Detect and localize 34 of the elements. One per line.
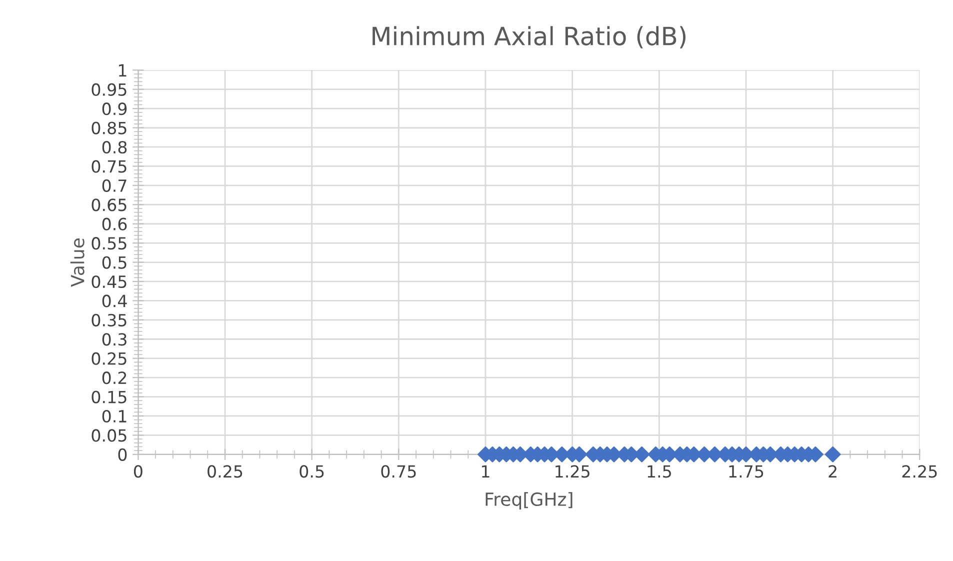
y-tick-label: 0.35 [92,314,126,326]
y-tick-label: 0.45 [92,275,126,288]
y-tick-label: 0.65 [92,198,126,212]
y-tick-label: 1 [118,64,126,76]
y-tick-label: 0.2 [102,372,126,384]
x-tick-label: 1.25 [556,465,590,478]
y-tick-label: 0.3 [102,333,126,346]
y-tick-label: 0.6 [102,218,127,230]
y-tick-label: 0.25 [92,352,126,365]
x-tick-label: 0.25 [208,465,242,478]
x-tick-label: 2.25 [902,465,937,478]
y-tick-label: 0.5 [102,256,126,269]
y-tick-label: 0.7 [102,179,126,192]
y-tick-label: 0 [118,448,127,461]
y-tick-label: 0.9 [102,102,127,116]
x-tick-label: 0.5 [300,465,324,478]
chart-title: Minimum Axial Ratio (dB) [372,26,686,48]
x-axis-title: Freq[GHz] [486,492,572,510]
x-tick-label: 1.75 [729,465,764,478]
y-tick-label: 0.55 [92,237,126,250]
y-tick-label: 0.05 [92,429,126,442]
y-tick-label: 0.95 [92,83,126,96]
y-tick-label: 0.4 [102,294,127,308]
y-tick-label: 0.15 [92,390,126,404]
y-tick-label: 0.1 [102,410,126,423]
x-tick-label: 0 [134,465,142,478]
y-tick-label: 0.85 [92,122,126,134]
x-tick-label: 1 [482,465,490,478]
y-tick-label: 0.8 [102,140,127,154]
y-axis-title: Value [70,238,84,287]
x-tick-label: 1.5 [648,465,671,478]
x-tick-label: 0.75 [381,465,416,478]
x-tick-label: 2 [828,465,836,478]
y-tick-label: 0.75 [92,160,126,173]
